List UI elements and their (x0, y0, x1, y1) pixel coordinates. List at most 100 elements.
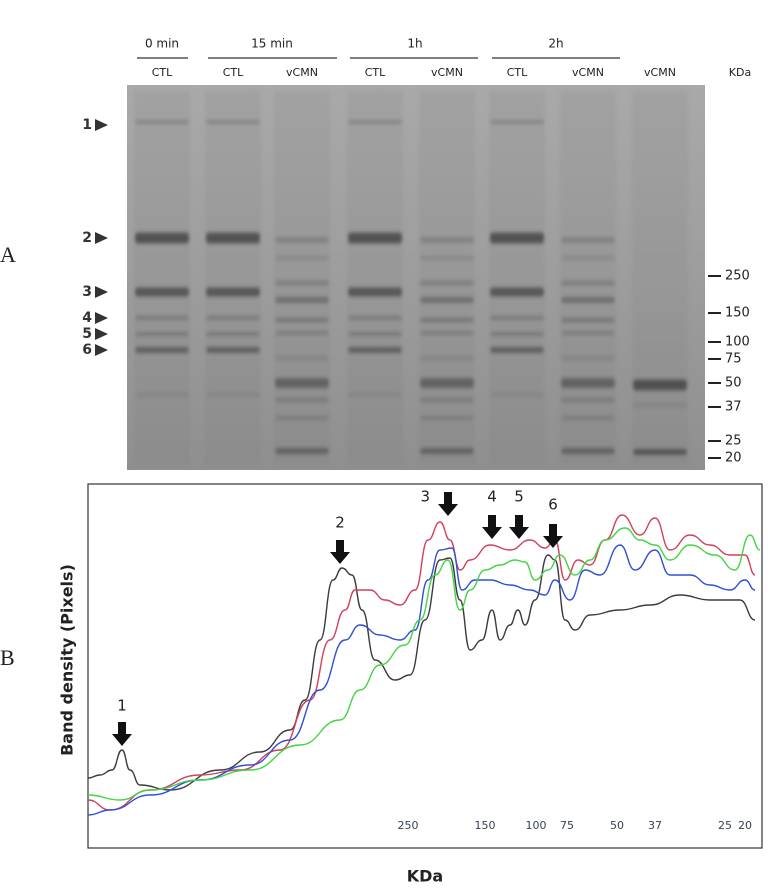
lane-label: CTL (507, 66, 528, 79)
peak-label: 5 (514, 488, 524, 506)
gel-band (490, 120, 544, 124)
lane-smear (419, 90, 475, 465)
x-axis-label: KDa (407, 867, 443, 886)
lane-smear (134, 90, 190, 465)
lane-smear (632, 90, 688, 465)
gel-band (135, 332, 189, 336)
lane-smear (560, 90, 616, 465)
marker-unit: KDa (729, 66, 751, 79)
gel-band (275, 331, 329, 335)
peak-arrow (509, 515, 529, 539)
x-tick-label: 50 (610, 819, 624, 832)
panel-label: A (0, 242, 16, 267)
band-marker: 6 (82, 342, 92, 358)
gel-band (633, 379, 687, 391)
peak-label: 4 (487, 488, 497, 506)
gel-band (206, 232, 260, 244)
x-tick-label: 37 (648, 819, 662, 832)
marker-arrow (95, 286, 108, 298)
gel-band (561, 416, 615, 420)
lane-smear (274, 90, 330, 465)
peak-arrow (112, 722, 132, 746)
peak-label: 2 (335, 514, 345, 532)
x-tick-label: 75 (560, 819, 574, 832)
size-marker: 100 (725, 335, 750, 350)
marker-arrow (95, 328, 108, 340)
gel-band (135, 316, 189, 320)
marker-arrow (95, 312, 108, 324)
size-marker: 37 (725, 400, 742, 415)
gel-band (348, 316, 402, 320)
gel-band (348, 232, 402, 244)
peak-label: 1 (117, 697, 127, 715)
gel-band (420, 318, 474, 322)
gel-band (633, 449, 687, 455)
gel-band (420, 398, 474, 402)
density-trace (87, 514, 756, 811)
gel-band (275, 378, 329, 388)
gel-band (490, 347, 544, 353)
peak-arrow (438, 492, 458, 516)
gel-band (490, 316, 544, 320)
size-marker: 75 (725, 352, 742, 367)
gel-band (206, 332, 260, 336)
gel-band (348, 393, 402, 397)
gel-band (275, 448, 329, 454)
gel-band (348, 120, 402, 124)
lane-label: vCMN (572, 66, 604, 79)
gel-band (206, 120, 260, 124)
density-trace (87, 554, 756, 791)
x-tick-label: 25 (718, 819, 732, 832)
gel-band (135, 347, 189, 353)
lane-smear (347, 90, 403, 465)
gel-band (561, 256, 615, 260)
gel-band (275, 256, 329, 260)
lane-smear (489, 90, 545, 465)
gel-band (420, 448, 474, 454)
lane-label: vCMN (644, 66, 676, 79)
gel-band (420, 356, 474, 360)
lane-label: vCMN (286, 66, 318, 79)
density-trace (87, 527, 761, 801)
size-marker: 20 (725, 451, 742, 466)
gel-band (420, 237, 474, 243)
gel-band (206, 393, 260, 397)
gel-band (206, 347, 260, 353)
band-marker: 3 (82, 284, 92, 300)
plot-frame (87, 483, 763, 849)
panel-label: B (0, 645, 15, 670)
peak-label: 6 (548, 496, 558, 514)
gel-band (275, 416, 329, 420)
lane-label: CTL (365, 66, 386, 79)
gel-band (490, 232, 544, 244)
gel-band (561, 448, 615, 454)
gel-band (348, 287, 402, 297)
peak-arrow (543, 524, 563, 548)
lane-label: CTL (152, 66, 173, 79)
time-header: 15 min (251, 37, 293, 51)
x-tick-label: 150 (475, 819, 496, 832)
gel-band (633, 404, 687, 406)
gel-band (420, 416, 474, 420)
gel-band (275, 356, 329, 360)
gel-band (490, 393, 544, 397)
time-header: 0 min (145, 37, 179, 51)
gel-band (275, 237, 329, 243)
y-axis-label: Band density (Pixels) (58, 564, 77, 756)
gel-band (490, 287, 544, 297)
band-marker: 2 (82, 230, 92, 246)
size-marker: 50 (725, 376, 742, 391)
size-marker: 25 (725, 434, 742, 449)
gel-band (490, 332, 544, 336)
size-marker: 150 (725, 306, 750, 321)
marker-arrow (95, 119, 108, 131)
gel-band (135, 120, 189, 124)
density-traces (87, 514, 761, 816)
gel-band (561, 356, 615, 360)
peak-label: 3 (420, 488, 430, 506)
time-header: 1h (407, 37, 422, 51)
peak-arrow (482, 515, 502, 539)
gel-band (135, 287, 189, 297)
time-header: 2h (548, 37, 563, 51)
